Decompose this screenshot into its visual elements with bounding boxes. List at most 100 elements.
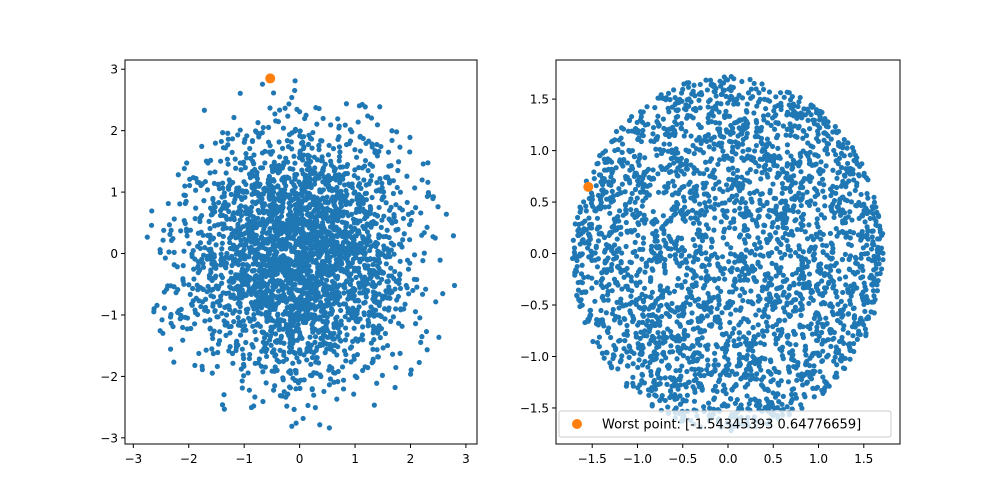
scatter-point — [364, 288, 371, 294]
scatter-point — [304, 160, 310, 166]
scatter-point — [755, 259, 761, 265]
scatter-point — [729, 289, 736, 295]
scatter-point — [235, 132, 241, 138]
scatter-point — [820, 249, 826, 255]
scatter-point — [376, 265, 382, 271]
scatter-point — [743, 107, 749, 114]
scatter-point — [766, 214, 772, 220]
scatter-point — [207, 317, 213, 323]
scatter-point — [672, 252, 678, 258]
scatter-point — [610, 198, 616, 204]
scatter-point — [604, 283, 610, 290]
scatter-point — [357, 133, 363, 139]
scatter-point — [247, 249, 253, 256]
scatter-point — [683, 345, 689, 351]
scatter-point — [237, 127, 243, 133]
scatter-point — [173, 290, 179, 296]
scatter-point — [760, 86, 767, 93]
scatter-point — [369, 360, 375, 366]
scatter-point — [250, 199, 256, 205]
scatter-point — [338, 318, 344, 324]
scatter-point — [286, 325, 292, 331]
scatter-point — [867, 215, 873, 222]
scatter-point — [330, 336, 336, 342]
scatter-point — [345, 247, 351, 254]
scatter-point — [302, 316, 308, 322]
scatter-point — [765, 368, 771, 375]
scatter-point — [249, 191, 255, 198]
scatter-point — [322, 161, 328, 167]
scatter-point — [300, 216, 306, 222]
scatter-point — [440, 291, 446, 297]
scatter-point — [292, 184, 298, 190]
scatter-point — [715, 263, 721, 269]
scatter-point — [262, 364, 268, 370]
scatter-point — [212, 308, 218, 314]
scatter-point — [843, 282, 849, 288]
scatter-point — [212, 275, 218, 281]
scatter-point — [283, 193, 289, 199]
scatter-point — [761, 222, 767, 228]
scatter-point — [778, 241, 784, 247]
scatter-point — [239, 268, 245, 275]
scatter-point — [371, 402, 377, 408]
scatter-point — [751, 80, 757, 87]
scatter-point — [240, 327, 246, 333]
scatter-point — [320, 195, 326, 201]
scatter-point — [825, 337, 831, 343]
scatter-point — [764, 141, 770, 148]
scatter-point — [388, 265, 394, 271]
scatter-point — [418, 210, 424, 216]
scatter-point — [711, 227, 717, 233]
scatter-point — [299, 335, 305, 341]
scatter-point — [377, 176, 383, 182]
scatter-point — [600, 293, 606, 299]
scatter-point — [852, 187, 858, 194]
scatter-point — [246, 226, 253, 232]
scatter-point — [330, 194, 336, 200]
scatter-point — [715, 285, 721, 291]
scatter-point — [202, 318, 208, 324]
scatter-point — [391, 251, 397, 257]
scatter-point — [608, 334, 614, 341]
scatter-point — [243, 155, 250, 161]
scatter-point — [706, 144, 712, 150]
scatter-point — [386, 284, 392, 290]
scatter-point — [704, 357, 711, 363]
scatter-point — [291, 406, 297, 412]
scatter-point — [736, 336, 742, 342]
scatter-point — [226, 348, 232, 354]
scatter-point — [272, 338, 279, 345]
scatter-point — [833, 260, 839, 266]
scatter-point — [371, 337, 377, 343]
scatter-point — [289, 423, 295, 429]
scatter-point — [309, 145, 315, 151]
scatter-point — [753, 312, 759, 318]
scatter-point — [268, 324, 274, 330]
scatter-point — [392, 268, 398, 275]
scatter-point — [191, 321, 198, 327]
scatter-point — [386, 163, 392, 169]
scatter-point — [369, 194, 375, 201]
scatter-point — [325, 173, 332, 179]
scatter-point — [218, 251, 224, 257]
scatter-point — [167, 314, 174, 320]
scatter-point — [435, 204, 441, 210]
scatter-point — [355, 201, 361, 207]
scatter-point — [351, 293, 357, 299]
scatter-point — [798, 202, 804, 209]
scatter-point — [332, 370, 338, 376]
scatter-point — [421, 230, 427, 236]
scatter-point — [738, 305, 744, 311]
scatter-point — [255, 294, 261, 300]
scatter-point — [178, 228, 184, 234]
scatter-point — [794, 134, 800, 140]
scatter-point — [300, 262, 307, 268]
scatter-point — [326, 425, 332, 431]
scatter-point — [328, 306, 335, 312]
scatter-point — [298, 200, 305, 206]
scatter-point — [806, 300, 812, 307]
scatter-point — [324, 207, 330, 213]
scatter-point — [334, 352, 340, 358]
scatter-point — [792, 218, 798, 224]
